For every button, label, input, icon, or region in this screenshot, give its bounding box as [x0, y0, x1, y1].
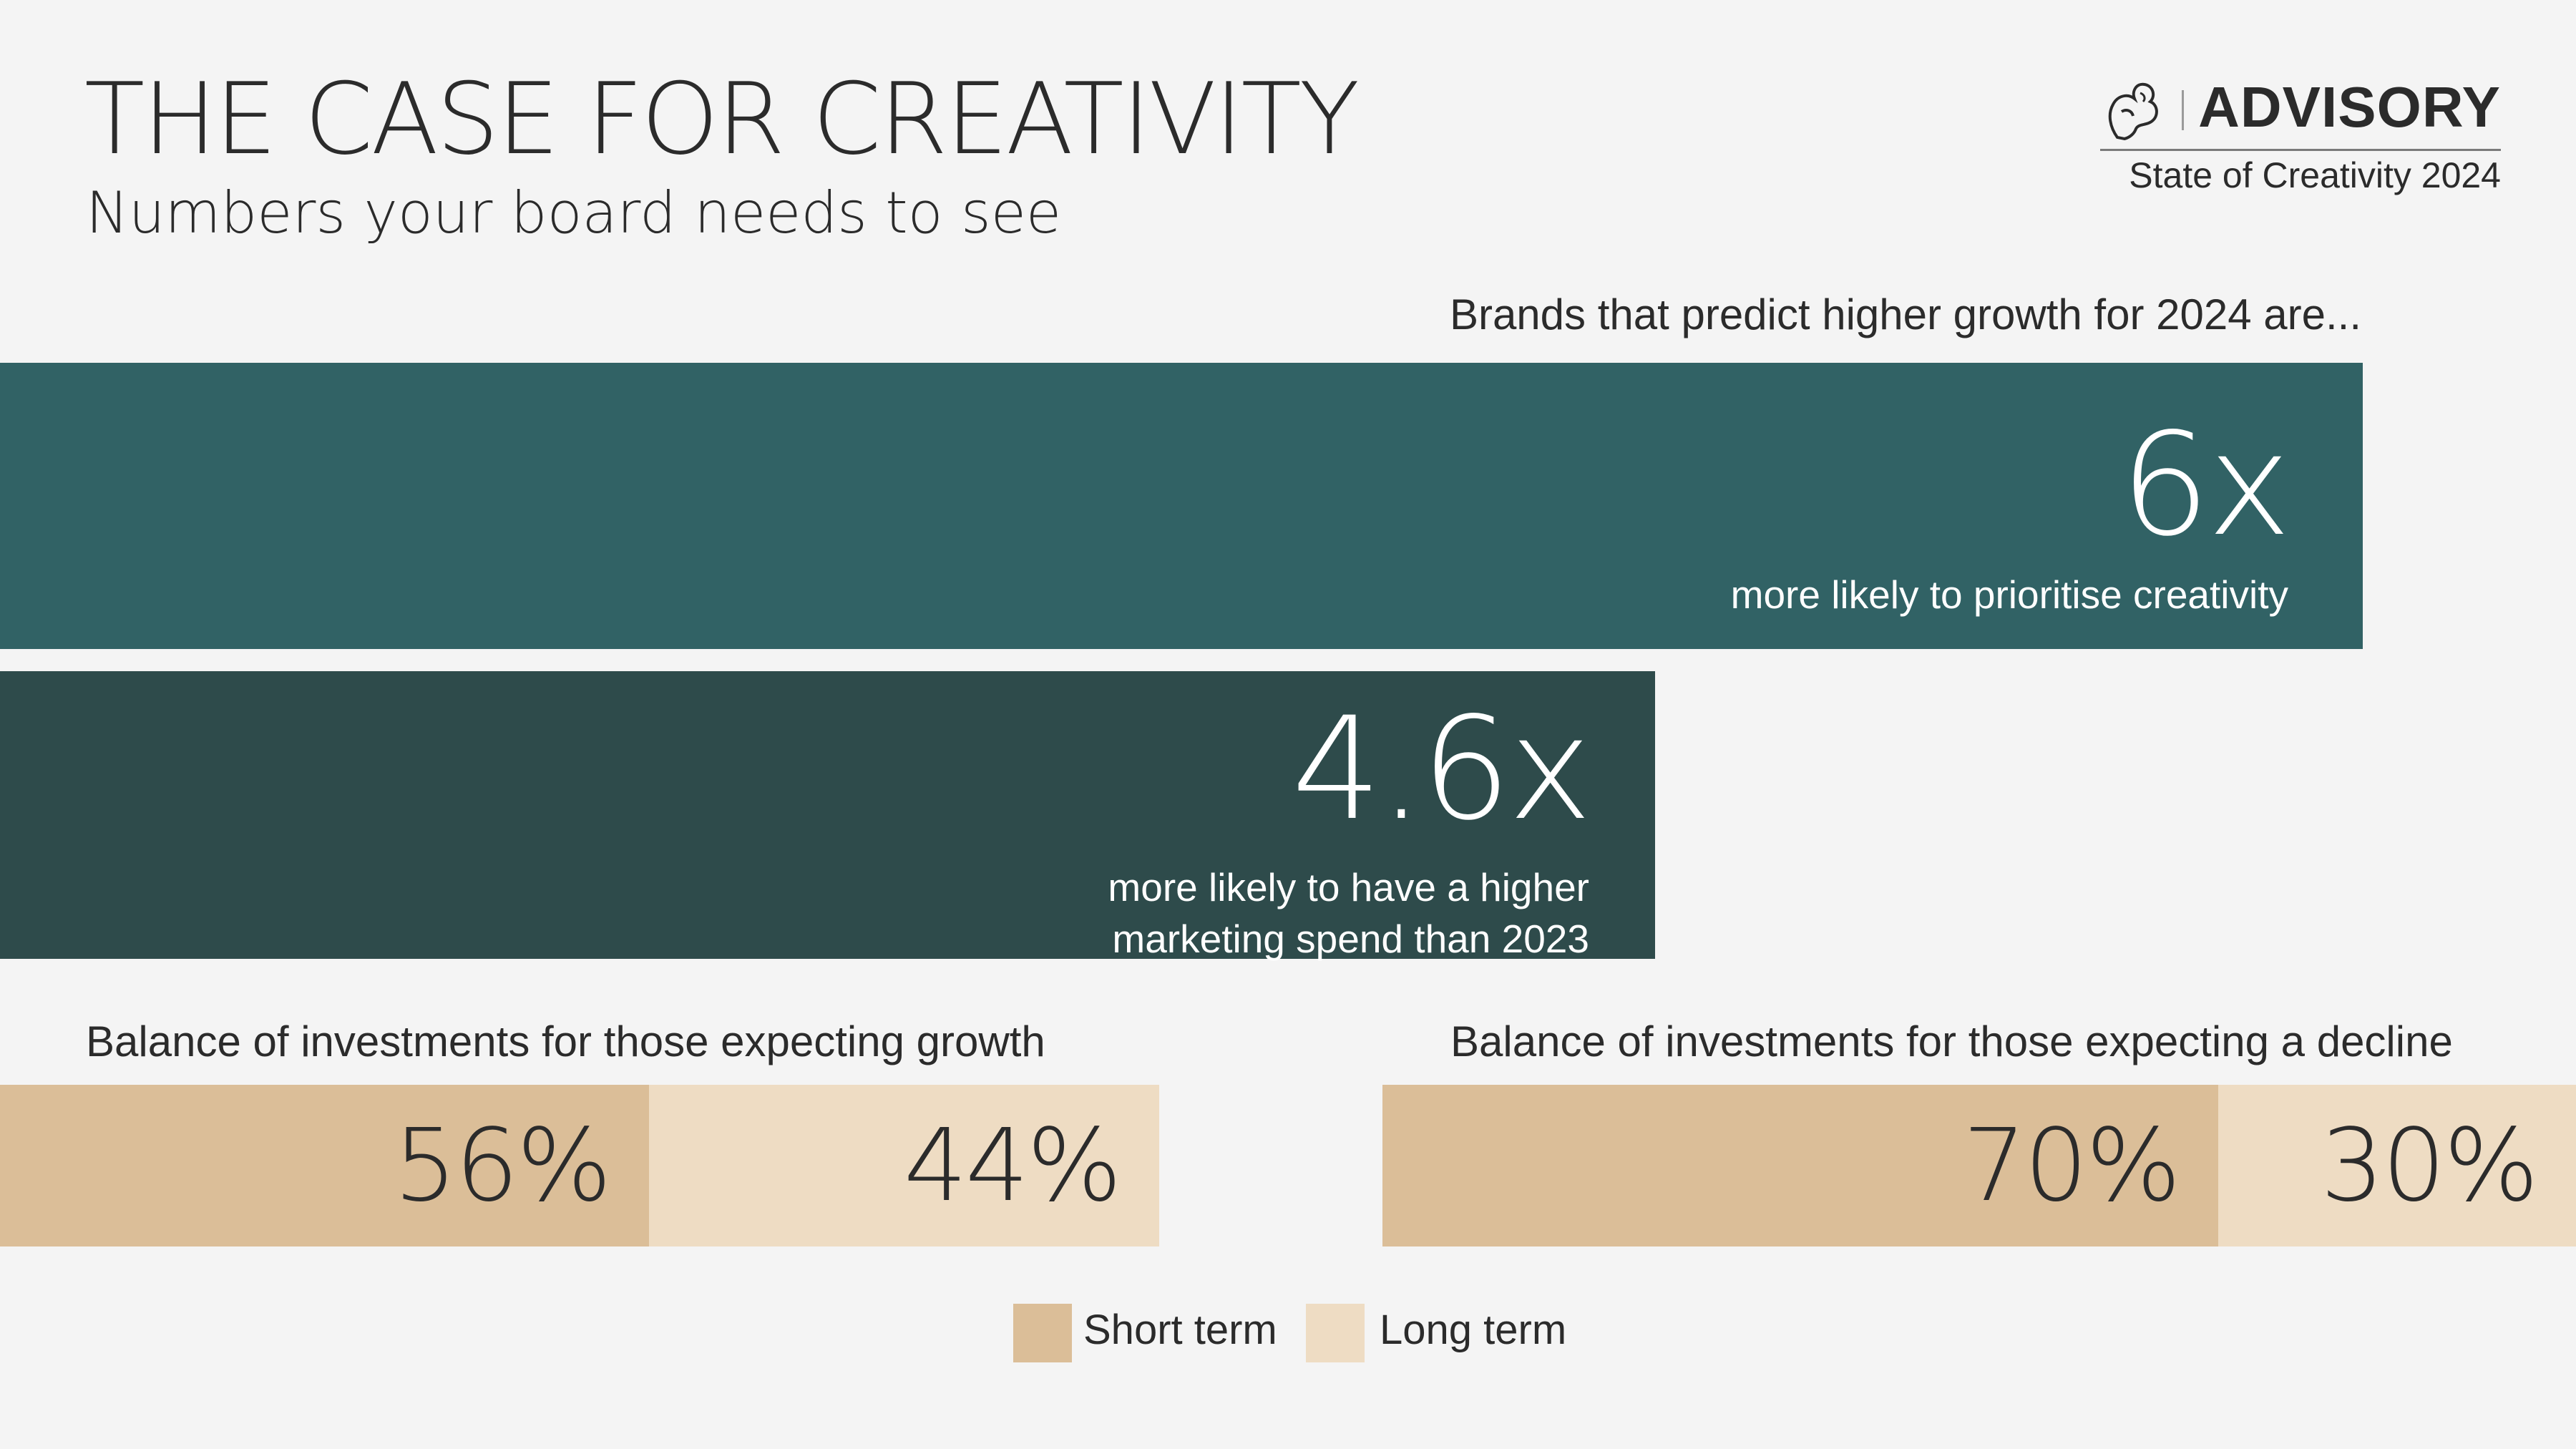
bar-growth-short-term: 56% — [0, 1085, 649, 1246]
chart-legend: Short term Long term — [0, 1304, 2576, 1364]
growth-chart-heading: Brands that predict higher growth for 20… — [1449, 291, 2361, 338]
lion-icon — [2108, 82, 2158, 141]
brand-divider — [2100, 149, 2501, 151]
legend-label-short-term: Short term — [1083, 1307, 1277, 1353]
page-title: THE CASE FOR CREATIVITY — [84, 62, 1360, 177]
stat-bar-marketing-spend: 4.6x more likely to have a higher market… — [0, 671, 1655, 961]
legend-swatch-long-term — [1306, 1304, 1365, 1362]
brand-separator — [2182, 90, 2184, 130]
legend-swatch-short-term — [1013, 1304, 1072, 1362]
stat-description: more likely to prioritise creativity — [1730, 572, 2288, 617]
brand-block: ADVISORY State of Creativity 2024 — [2100, 77, 2501, 203]
legend-label-long-term: Long term — [1380, 1307, 1567, 1353]
stat-description: more likely to have a higher marketing s… — [1108, 865, 1589, 961]
stat-value: 4.6x — [1291, 686, 1592, 852]
balance-decline-heading: Balance of investments for those expecti… — [1450, 1018, 2453, 1065]
balance-growth-heading: Balance of investments for those expecti… — [86, 1018, 1045, 1065]
bar-decline-short-term: 70% — [1382, 1085, 2218, 1246]
brand-report-title: State of Creativity 2024 — [2129, 155, 2501, 195]
bar-decline-long-term: 30% — [2218, 1085, 2576, 1246]
stat-value: 6x — [2119, 402, 2291, 567]
page-subtitle: Numbers your board needs to see — [86, 180, 1062, 246]
bar-growth-long-term: 44% — [649, 1085, 1159, 1246]
stat-bar-prioritise-creativity: 6x more likely to prioritise creativity — [0, 363, 2363, 649]
brand-name: ADVISORY — [2198, 75, 2501, 139]
